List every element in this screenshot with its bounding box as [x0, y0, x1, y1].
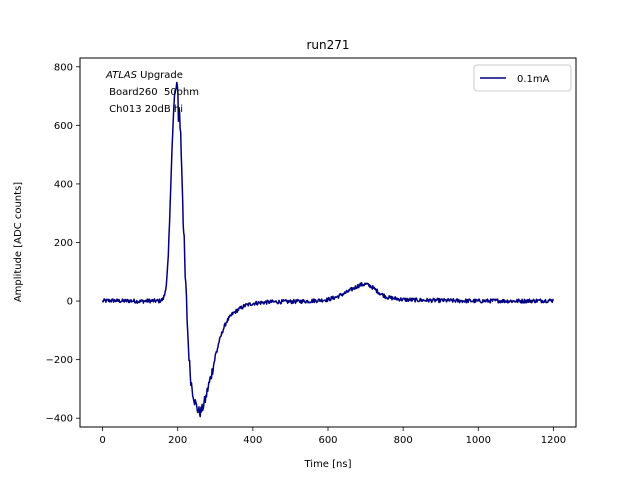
atlas-annotation: ATLAS Upgrade Board260 50ohm Ch013 20dB … — [105, 70, 199, 115]
legend-frame — [473, 64, 572, 92]
y-tick-label: 800 — [54, 62, 73, 73]
y-tick-label: −200 — [46, 355, 73, 366]
x-tick-label: 1200 — [541, 435, 566, 446]
legend-label-0-1ma: 0.1mA — [517, 74, 550, 85]
series-line-0-1ma — [101, 81, 555, 418]
y-axis-ticks: −400 −200 0 200 400 600 800 — [46, 62, 80, 425]
y-tick-label: 400 — [54, 179, 73, 190]
x-tick-label: 1000 — [466, 435, 491, 446]
x-axis-ticks: 0 200 400 600 800 1000 1200 — [99, 427, 566, 446]
annotation-line-1: ATLAS Upgrade — [105, 70, 183, 81]
x-tick-label: 0 — [99, 435, 105, 446]
x-axis-label: Time [ns] — [303, 459, 351, 470]
y-axis-label: Amplitude [ADC counts] — [13, 182, 24, 302]
chart-title: run271 — [306, 38, 349, 52]
legend: 0.1mA — [473, 64, 572, 92]
atlas-label: ATLAS — [105, 70, 138, 81]
annotation-line-2: Board260 50ohm — [106, 87, 199, 98]
y-tick-label: 0 — [67, 297, 73, 308]
annotation-line-3: Ch013 20dB hi — [106, 104, 183, 115]
x-tick-label: 400 — [243, 435, 262, 446]
x-tick-label: 600 — [318, 435, 337, 446]
y-tick-label: −400 — [46, 414, 73, 425]
y-tick-label: 200 — [54, 238, 73, 249]
y-tick-label: 600 — [54, 121, 73, 132]
x-tick-label: 800 — [394, 435, 413, 446]
upgrade-label: Upgrade — [137, 70, 183, 81]
x-tick-label: 200 — [168, 435, 187, 446]
